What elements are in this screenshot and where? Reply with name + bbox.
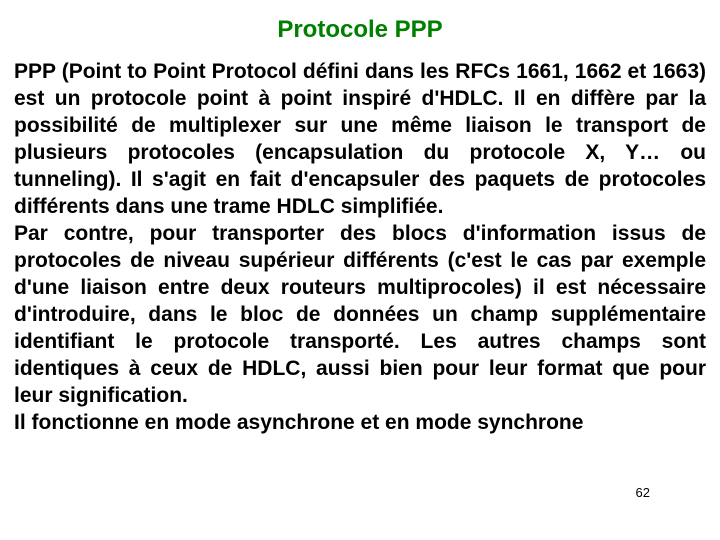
slide: Protocole PPP PPP (Point to Point Protoc… xyxy=(0,0,720,540)
slide-body-text: PPP (Point to Point Protocol défini dans… xyxy=(14,58,706,436)
slide-title: Protocole PPP xyxy=(14,16,706,44)
page-number: 62 xyxy=(636,485,650,500)
